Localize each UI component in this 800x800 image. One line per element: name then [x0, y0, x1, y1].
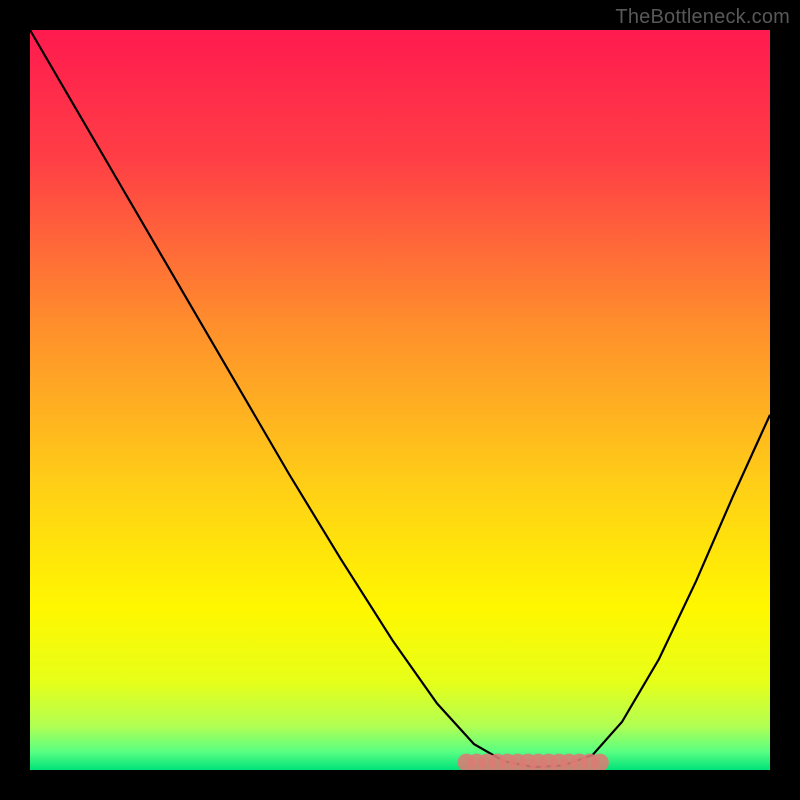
chart-marker-svg [30, 30, 770, 770]
watermark-text: TheBottleneck.com [615, 6, 790, 29]
chart-area [30, 30, 770, 770]
